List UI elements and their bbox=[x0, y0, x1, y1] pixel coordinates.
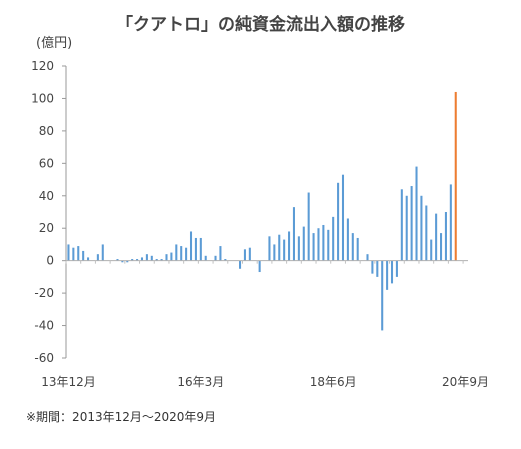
bar bbox=[273, 244, 276, 261]
bar bbox=[327, 229, 330, 261]
y-tick-label: 60 bbox=[39, 156, 54, 170]
bar bbox=[72, 247, 75, 261]
bar bbox=[219, 246, 222, 261]
y-tick-label: -60 bbox=[34, 351, 54, 365]
bar bbox=[155, 259, 158, 261]
y-tick-label: -20 bbox=[34, 286, 54, 300]
x-tick-label: 13年12月 bbox=[41, 375, 96, 389]
y-tick-label: 0 bbox=[46, 254, 54, 268]
bar bbox=[351, 233, 354, 261]
bar bbox=[189, 231, 193, 261]
y-tick-label: -40 bbox=[34, 319, 54, 333]
bar bbox=[140, 257, 144, 261]
bar bbox=[77, 246, 80, 261]
x-tick-label: 18年6月 bbox=[310, 375, 357, 389]
bar bbox=[395, 260, 398, 277]
bar bbox=[204, 255, 207, 261]
y-tick-label: 80 bbox=[39, 124, 54, 138]
bar bbox=[307, 192, 310, 261]
bar bbox=[180, 246, 183, 261]
bar bbox=[425, 205, 428, 261]
bar bbox=[440, 233, 443, 261]
bar bbox=[430, 239, 433, 261]
footnote: ※期間：2013年12月～2020年9月 bbox=[26, 410, 217, 424]
bar bbox=[337, 182, 340, 261]
bar bbox=[116, 259, 119, 261]
bar bbox=[96, 254, 99, 261]
bars bbox=[67, 91, 457, 331]
bar-highlight bbox=[454, 91, 457, 261]
bar bbox=[356, 237, 359, 261]
bar bbox=[292, 207, 295, 261]
bar bbox=[87, 257, 90, 261]
bar bbox=[376, 260, 379, 277]
y-tick-label: 120 bbox=[31, 59, 54, 73]
bar bbox=[366, 254, 369, 261]
bar bbox=[444, 212, 447, 261]
bar bbox=[400, 189, 403, 261]
bar bbox=[194, 237, 197, 261]
bar bbox=[435, 213, 438, 261]
y-axis-unit-label: (億円) bbox=[36, 36, 73, 51]
bar bbox=[346, 218, 349, 261]
bar bbox=[381, 260, 384, 331]
bar bbox=[136, 259, 139, 261]
x-tick-label: 16年3月 bbox=[177, 375, 224, 389]
bar bbox=[126, 260, 129, 263]
bar bbox=[268, 236, 271, 261]
bar bbox=[297, 236, 300, 261]
bar bbox=[258, 260, 261, 273]
bar bbox=[341, 174, 345, 261]
bar bbox=[410, 186, 413, 261]
x-axis: 13年12月 16年3月 18年6月 20年9月 bbox=[41, 260, 489, 389]
bar bbox=[288, 231, 291, 261]
y-tick-label: 20 bbox=[39, 221, 54, 235]
bar bbox=[386, 260, 389, 290]
bar bbox=[322, 224, 325, 261]
bar bbox=[371, 260, 374, 274]
bar bbox=[175, 244, 178, 261]
bar bbox=[165, 254, 168, 261]
bar bbox=[332, 216, 335, 261]
bar bbox=[145, 254, 148, 261]
bar bbox=[278, 234, 281, 261]
bar bbox=[82, 250, 85, 261]
bar bbox=[420, 195, 423, 261]
bar bbox=[248, 247, 251, 261]
bar bbox=[449, 184, 452, 261]
bar bbox=[131, 259, 134, 261]
bar bbox=[185, 247, 188, 261]
y-tick-label: 40 bbox=[39, 189, 54, 203]
bar bbox=[150, 255, 153, 261]
bar bbox=[243, 249, 246, 261]
bar bbox=[312, 233, 315, 261]
bar bbox=[121, 260, 124, 263]
bar bbox=[160, 259, 163, 261]
bar bbox=[317, 228, 320, 261]
bar bbox=[170, 252, 173, 261]
bar bbox=[405, 195, 408, 261]
bar bbox=[199, 237, 202, 261]
bar bbox=[302, 226, 305, 261]
bar bbox=[67, 244, 70, 261]
bar bbox=[224, 259, 227, 261]
chart-title: 「クアトロ」の純資金流出入額の推移 bbox=[116, 15, 405, 35]
bar bbox=[214, 255, 217, 261]
bar bbox=[101, 244, 104, 261]
bar bbox=[415, 166, 418, 261]
y-axis: -60 -40 -20 0 20 40 60 80 100 120 bbox=[31, 59, 67, 365]
x-tick-label: 20年9月 bbox=[442, 375, 489, 389]
bar bbox=[239, 260, 242, 269]
bar bbox=[283, 239, 286, 261]
y-tick-label: 100 bbox=[31, 91, 54, 105]
bar bbox=[390, 260, 394, 284]
